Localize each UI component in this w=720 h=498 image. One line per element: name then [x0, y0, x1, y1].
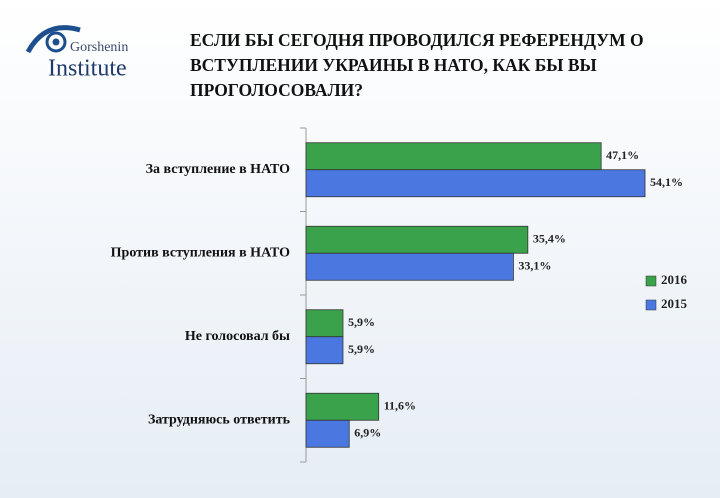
value-label: 54,1% — [650, 175, 683, 189]
y-tick-label: За вступление в НАТО — [146, 162, 290, 177]
bar — [305, 419, 350, 448]
logo-arc — [25, 25, 81, 54]
logo-sub: Institute — [48, 56, 127, 82]
bar — [305, 142, 602, 171]
bar — [305, 392, 380, 421]
legend-label: 2016 — [661, 272, 688, 287]
logo-pupil — [52, 38, 60, 46]
value-label: 47,1% — [606, 148, 639, 162]
y-tick-label: Затрудняюсь ответить — [148, 412, 291, 427]
y-tick-label: Против вступления в НАТО — [111, 245, 290, 260]
bar — [305, 336, 344, 365]
legend-swatch — [645, 275, 657, 287]
value-label: 11,6% — [384, 399, 416, 413]
bar — [305, 225, 529, 254]
bar — [305, 252, 514, 281]
legend-label: 2015 — [661, 296, 688, 311]
value-label: 35,4% — [533, 232, 566, 246]
bar — [305, 309, 344, 338]
value-label: 6,9% — [354, 426, 381, 440]
logo-name: Gorshenin — [70, 40, 128, 55]
chart-title: ЕСЛИ БЫ СЕГОДНЯ ПРОВОДИЛСЯ РЕФЕРЕНДУМ О … — [190, 30, 644, 100]
bar — [305, 169, 646, 198]
logo-eye — [45, 31, 67, 53]
legend-swatch — [645, 299, 657, 311]
value-label: 5,9% — [348, 342, 375, 356]
value-label: 5,9% — [348, 315, 375, 329]
y-tick-label: Не голосовал бы — [185, 329, 290, 344]
value-label: 33,1% — [518, 259, 551, 273]
